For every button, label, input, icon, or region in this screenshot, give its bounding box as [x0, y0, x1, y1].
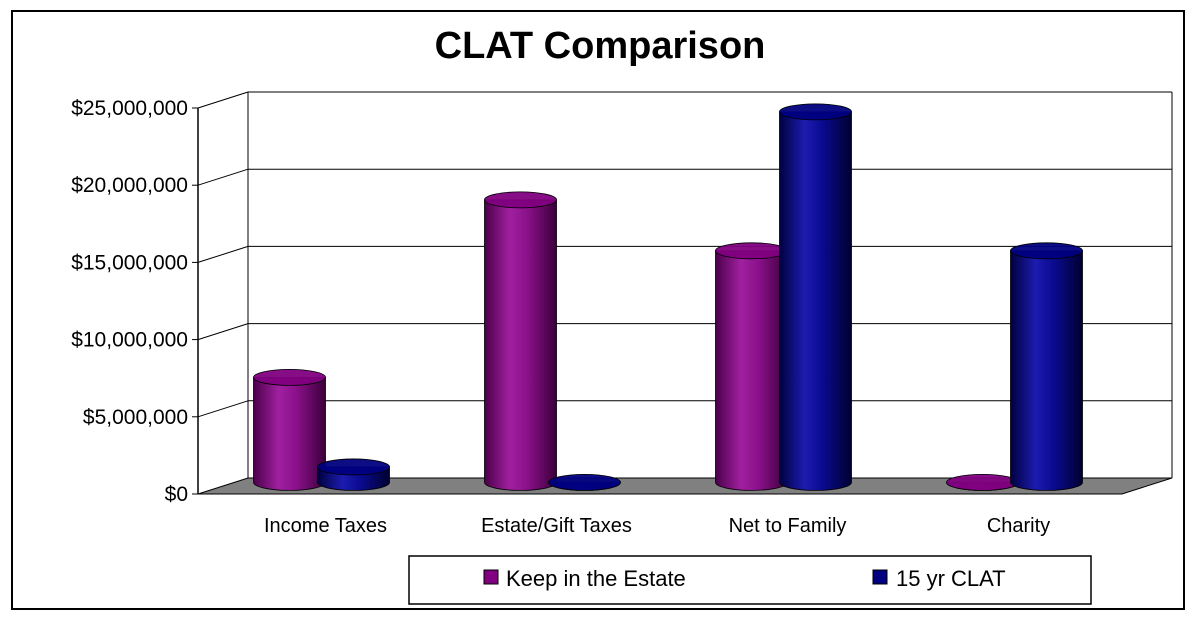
- bar-0-3: [946, 473, 1019, 491]
- y-tick-label: $20,000,000: [71, 174, 188, 197]
- bar-0-2: [715, 242, 788, 491]
- y-tick-label: $25,000,000: [71, 97, 188, 120]
- legend-label-keep-in-estate: Keep in the Estate: [506, 566, 686, 591]
- gridline-side: [197, 323, 249, 341]
- plot-area: [198, 92, 1172, 494]
- bar-0-1: [484, 191, 557, 491]
- legend-swatch-15yr-clat: [872, 569, 888, 585]
- gridline-side: [197, 400, 249, 418]
- bar-top: [253, 369, 326, 386]
- bar-1-3: [1010, 242, 1083, 491]
- gridline-side: [197, 168, 249, 186]
- bar-top: [1010, 242, 1083, 260]
- x-tick-label: Estate/Gift Taxes: [481, 515, 632, 537]
- gridline-side: [197, 245, 249, 263]
- y-tick-label: $5,000,000: [83, 406, 188, 429]
- y-tick-label: $15,000,000: [71, 251, 188, 274]
- y-tick-label: $0: [165, 483, 188, 506]
- bar-body: [1010, 250, 1083, 491]
- legend-label-15yr-clat: 15 yr CLAT: [896, 566, 1006, 591]
- bar-top: [484, 191, 557, 209]
- bar-body: [484, 199, 557, 491]
- legend-swatch-keep-in-estate: [483, 569, 499, 585]
- bar-1-0: [317, 458, 390, 491]
- x-tick-label: Income Taxes: [264, 515, 387, 537]
- bar-top: [548, 473, 621, 491]
- bar-top: [317, 458, 390, 476]
- bar-1-2: [779, 103, 852, 491]
- bar-top: [779, 103, 852, 121]
- chart-title: CLAT Comparison: [435, 25, 766, 67]
- x-tick-label: Net to Family: [729, 515, 847, 537]
- y-tick-label: $10,000,000: [71, 329, 188, 352]
- gridline-side: [197, 91, 249, 109]
- bar-top: [946, 473, 1019, 491]
- legend-box: [408, 555, 1092, 605]
- bar-1-1: [548, 473, 621, 491]
- bar-0-0: [253, 369, 326, 491]
- bar-body: [715, 250, 788, 491]
- x-tick-label: Charity: [987, 515, 1050, 537]
- bar-top: [715, 242, 788, 260]
- bar-body: [253, 377, 326, 491]
- bar-body: [779, 111, 852, 491]
